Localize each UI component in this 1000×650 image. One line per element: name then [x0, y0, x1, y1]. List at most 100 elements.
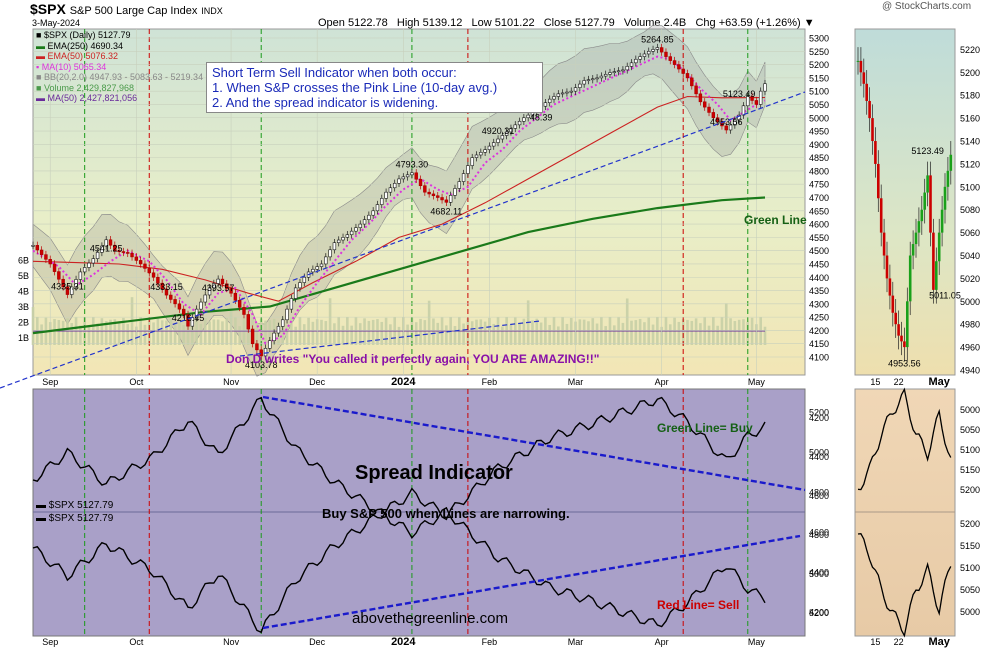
candle-body [332, 242, 337, 251]
candle-body [371, 210, 375, 216]
y-tick-label: 4650 [809, 206, 829, 216]
open-value: 5122.78 [347, 17, 388, 29]
zoom-spread-tick: 5050 [960, 425, 980, 435]
volume-bar [160, 320, 164, 345]
candle-body [715, 117, 720, 123]
price-annotation: 4335.31 [51, 281, 84, 291]
y-tick-label: 4850 [809, 153, 829, 163]
price-annotation: 5123.49 [723, 89, 756, 99]
candle-body [358, 223, 362, 228]
volume-bar [475, 319, 478, 345]
spread-y-tick: 4400 [809, 452, 829, 462]
candle-body [440, 197, 444, 201]
candle-body [444, 199, 449, 203]
y-tick-label: 4900 [809, 140, 829, 150]
volume-bar [96, 323, 99, 345]
volume-bar [535, 318, 539, 345]
candle-body [457, 181, 461, 189]
candle-body [500, 135, 505, 140]
candle-body [423, 185, 427, 193]
candle-body [78, 271, 83, 280]
spread-y-tick: 4200 [809, 608, 829, 618]
bollinger-band-area [32, 24, 766, 377]
note-title: Short Term Sell Indicator when both occu… [212, 65, 457, 80]
candle-body [263, 348, 268, 357]
legend-item-volume-ma: ▬ MA(50) 2,427,821,056 [36, 93, 138, 103]
volume-bar [191, 326, 194, 345]
candle-body [216, 278, 220, 284]
y-tick-label: 4750 [809, 180, 829, 190]
candle-body [362, 219, 367, 225]
volume-tick-label: 3B [18, 302, 29, 312]
candle-body [126, 252, 130, 254]
candle-body [354, 227, 358, 232]
candle-body [225, 283, 229, 289]
candle-body [509, 128, 513, 133]
zoom-candle [877, 163, 880, 199]
candle-body [608, 72, 612, 75]
spread-y-tick: 4400 [809, 568, 829, 578]
candle-body [513, 124, 517, 129]
candle-body [138, 260, 143, 265]
zoom-candle [920, 209, 924, 222]
candle-body [453, 188, 457, 196]
bollinger-band [32, 24, 766, 377]
volume-bar [591, 318, 595, 345]
candle-body [517, 120, 522, 126]
axes: 4100 4150 4200 4250 4300 4350 4400 4450 4500 4550… [18, 34, 829, 649]
zoom-candle [903, 341, 906, 348]
volume-bar [320, 319, 323, 345]
volume-bar [380, 321, 384, 345]
candle-body [319, 263, 324, 267]
volume-bar [371, 319, 375, 345]
candle-body [448, 195, 453, 203]
volume-bar [595, 323, 599, 345]
volume-bar [630, 320, 633, 345]
candle-body [199, 301, 203, 310]
price-annotation: 4953.56 [710, 117, 743, 127]
x-tick-label-spread: Feb [482, 637, 498, 647]
volume-bar [737, 319, 741, 345]
zoom-candle [911, 244, 915, 256]
volume-bar [53, 319, 56, 345]
candle-body [229, 288, 233, 294]
chart-date: 3-May-2024 [32, 18, 81, 28]
candle-body [758, 90, 763, 105]
spread-upper-line [32, 396, 766, 628]
high-value: 5139.12 [422, 17, 463, 29]
zoom-candle [856, 60, 860, 62]
price-annotation: 4216.45 [172, 313, 205, 323]
volume-bar [578, 319, 582, 345]
candle-body [599, 75, 604, 79]
red-sell-label: Red Line= Sell [657, 598, 740, 612]
y-tick-label: 4450 [809, 259, 829, 269]
zoom-y-tick: 4940 [960, 366, 980, 376]
candle-body [612, 71, 616, 73]
candle-body [664, 51, 668, 57]
y-tick-label: 5050 [809, 100, 829, 110]
zoom-candle [923, 192, 926, 210]
volume-value: 2.4B [663, 17, 687, 29]
x-tick-label: 2024 [391, 376, 416, 388]
volume-bar [483, 321, 487, 345]
candle-body [578, 83, 582, 88]
note-box: Short Term Sell Indicator when both occu… [206, 62, 543, 113]
volume-bar [117, 321, 121, 345]
legend-item-bb: ■ BB(20,2.0) 4947.93 - 5083.63 - 5219.34 [36, 72, 204, 82]
zoom-candle [914, 232, 918, 245]
spread-y-tick: 4600 [809, 491, 829, 501]
symbol: $SPX [30, 1, 66, 17]
spread-label-1: ▬ $SPX 5127.79 [36, 500, 114, 511]
zoom-candle [874, 141, 877, 164]
x-tick-label: Oct [129, 377, 144, 387]
close-label: Close [543, 17, 572, 29]
candle-body [556, 93, 561, 97]
volume-bar [548, 324, 552, 345]
candle-body [293, 287, 298, 299]
dropdown-arrow-icon[interactable]: ▼ [803, 17, 815, 29]
candle-body [349, 230, 354, 236]
high-label: High [396, 17, 420, 29]
zoom-y-tick: 5140 [960, 137, 980, 147]
zoom-candle [879, 198, 883, 233]
candle-body [754, 100, 759, 105]
